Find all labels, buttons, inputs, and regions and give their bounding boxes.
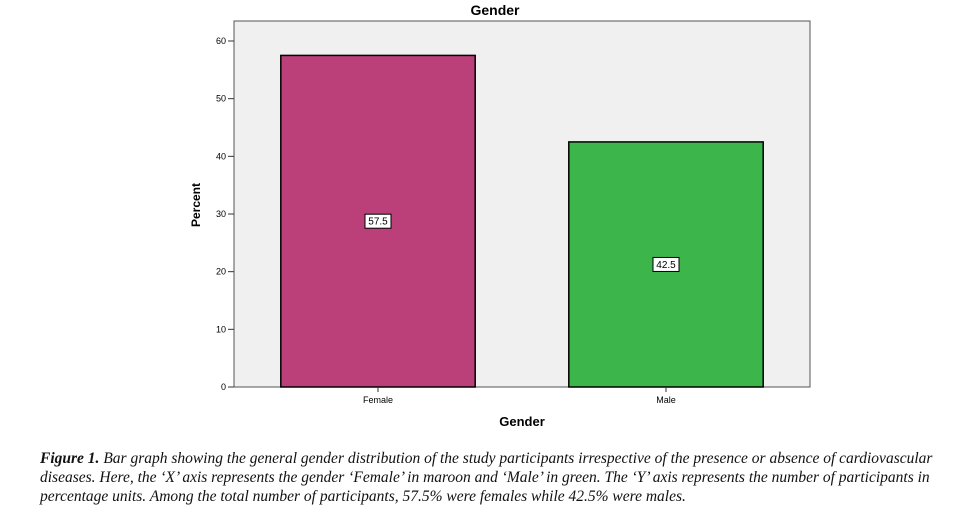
y-axis-label: Percent (189, 183, 203, 227)
y-tick-label: 0 (221, 382, 226, 392)
bar-chart: Gender 0 10 20 30 40 50 60 57.5 42.5 Female Male… (189, 2, 811, 429)
bars-group: 57.5 42.5 (280, 54, 764, 388)
caption-label: Figure 1. (40, 450, 100, 467)
x-tick-label-female: Female (363, 395, 393, 405)
x-axis: Female Male (363, 387, 676, 405)
chart-title: Gender (470, 2, 520, 18)
data-label-box (364, 213, 392, 229)
y-tick-label: 10 (216, 324, 226, 334)
y-tick-label: 40 (216, 151, 226, 161)
data-label-box (652, 256, 680, 272)
figure-caption: Figure 1. Bar graph showing the general … (40, 449, 970, 506)
data-label-male: 42.5 (656, 260, 676, 271)
y-tick-label: 60 (216, 36, 226, 46)
data-label-female: 57.5 (368, 217, 388, 228)
chart-canvas: Gender 0 10 20 30 40 50 60 57.5 42.5 Female Male… (189, 2, 811, 429)
y-axis: 0 10 20 30 40 50 60 (216, 21, 235, 392)
y-tick-label: 50 (216, 94, 226, 104)
y-tick-label: 30 (216, 209, 226, 219)
caption-text: Bar graph showing the general gender dis… (40, 450, 933, 505)
y-tick-label: 20 (216, 267, 226, 277)
x-tick-label-male: Male (656, 395, 676, 405)
x-axis-label: Gender (499, 414, 545, 429)
